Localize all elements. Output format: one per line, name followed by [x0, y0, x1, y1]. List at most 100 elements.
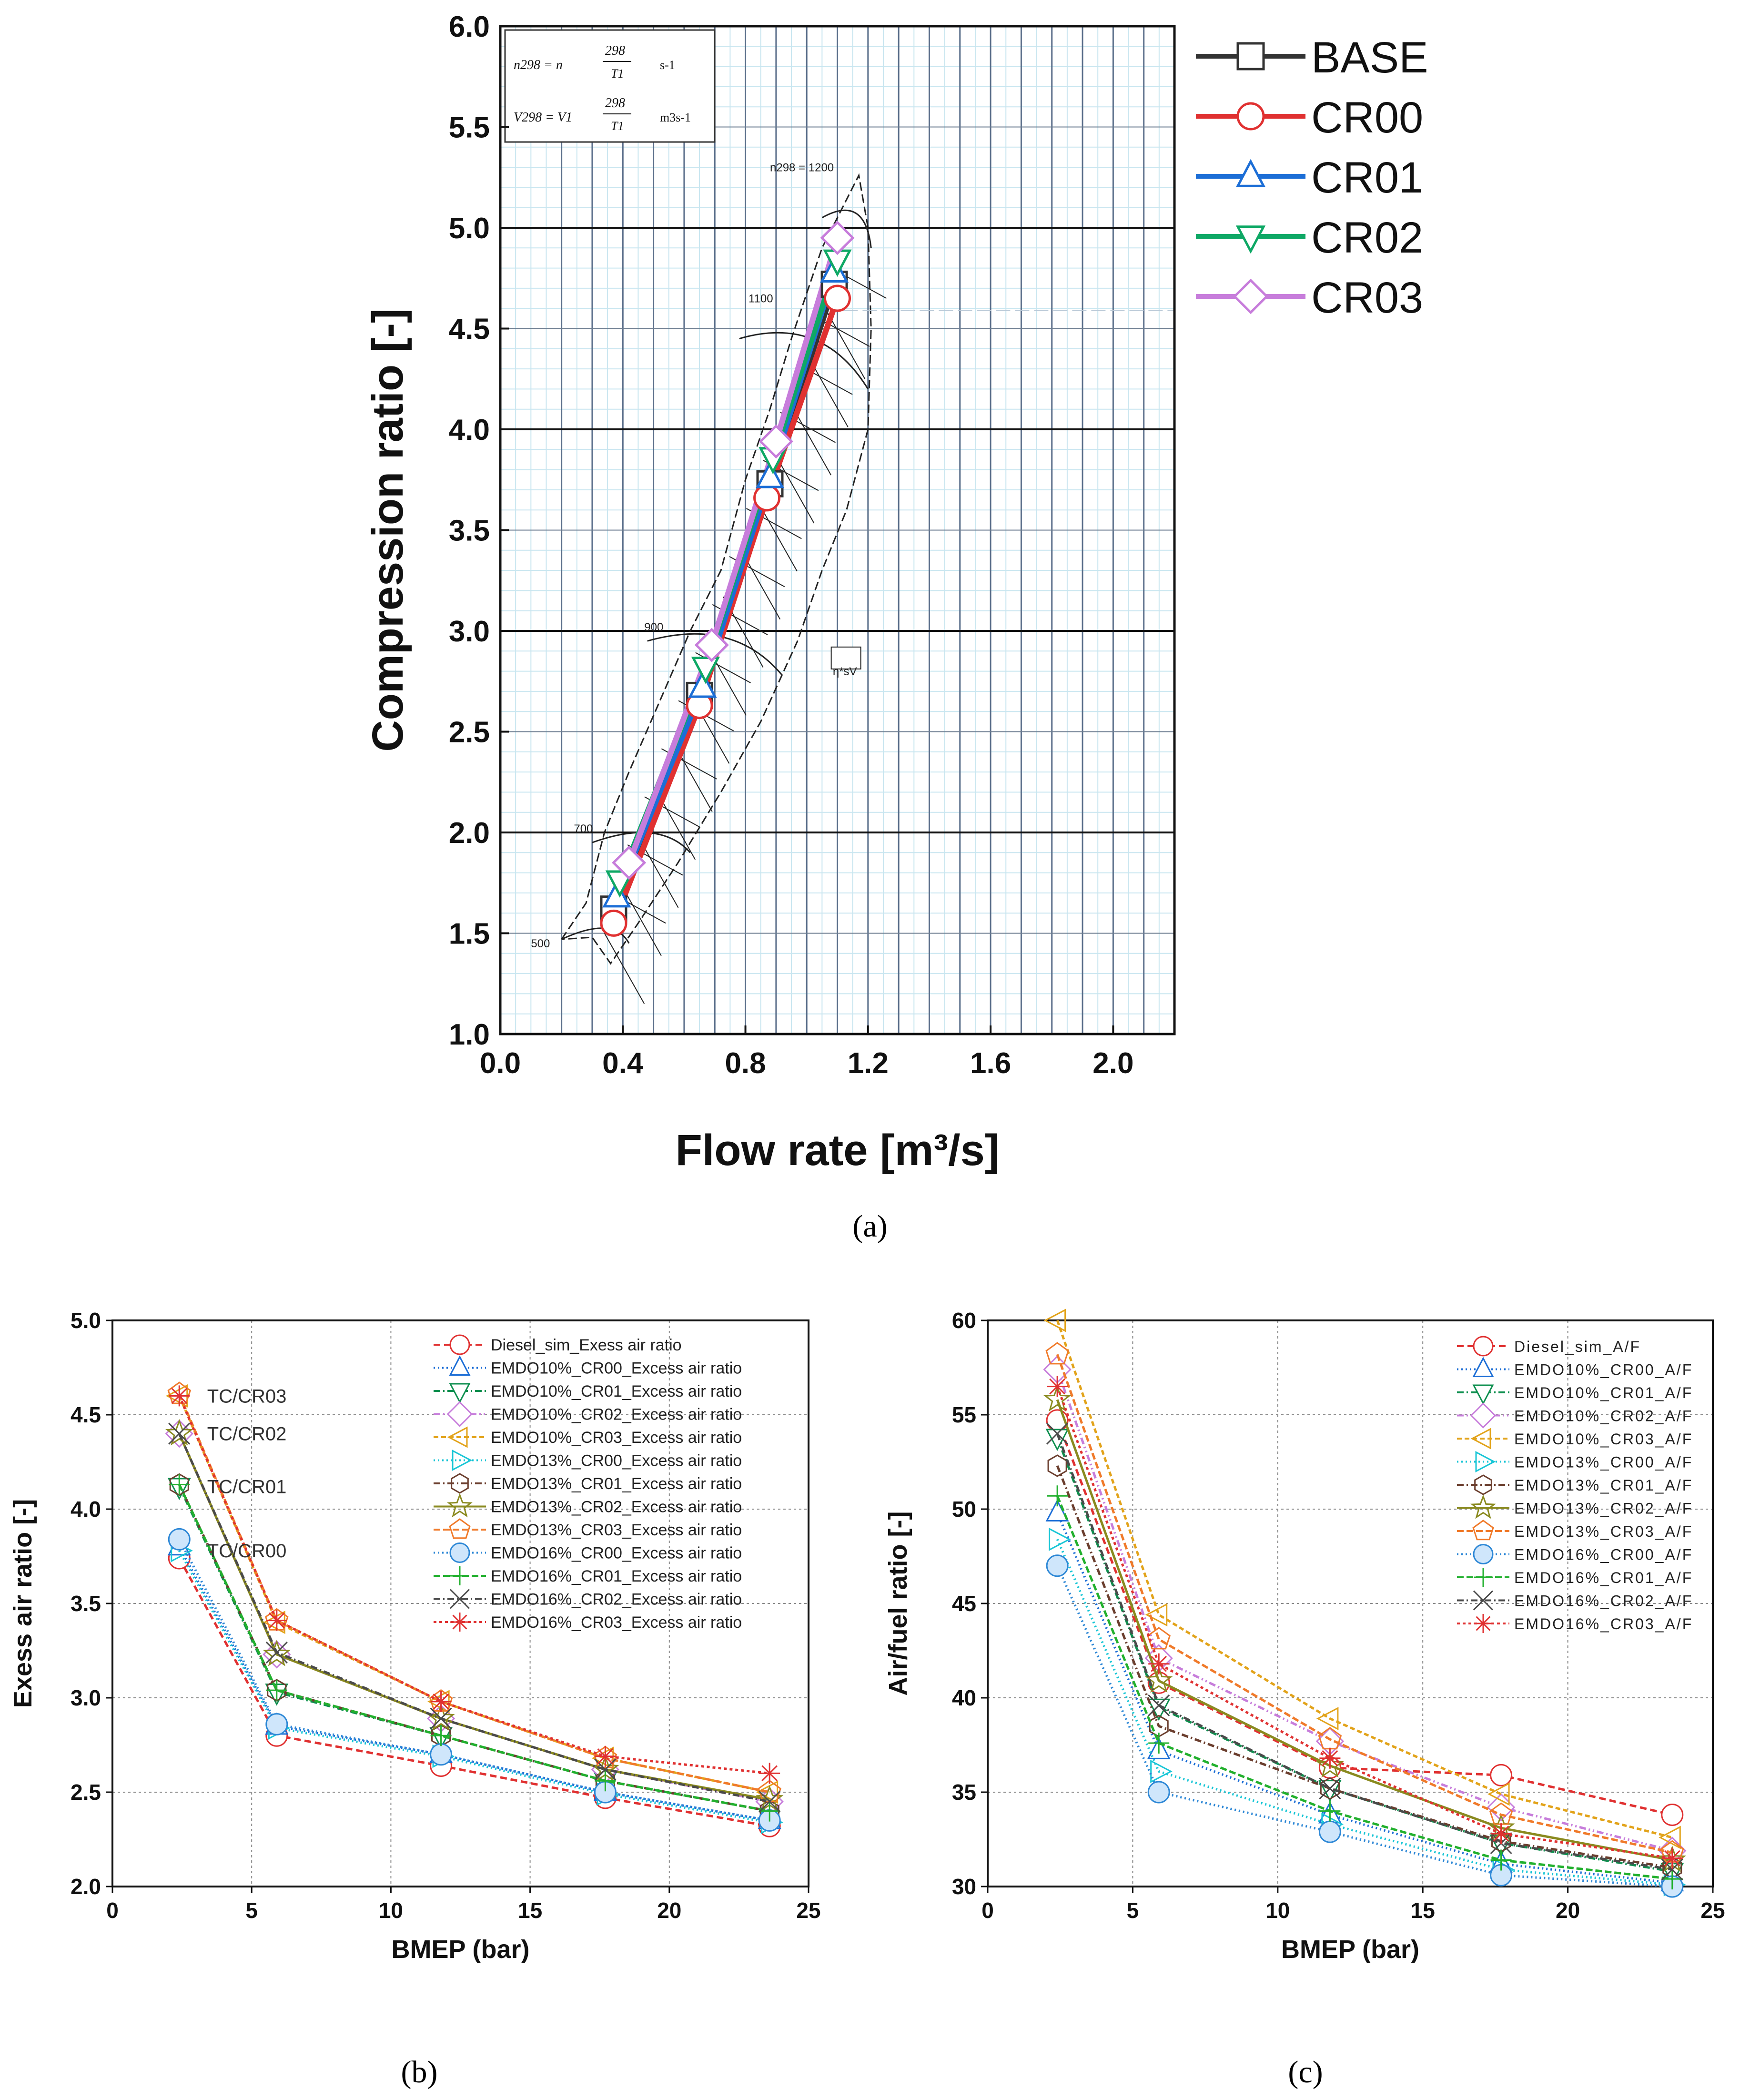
data-point	[1045, 1342, 1069, 1365]
panel-c-air-fuel-chart: 0 5 10 15 20 25 30 35 40 45 50 55 60 BMEP (bar) Air/fu…	[884, 1308, 1725, 1964]
legend-marker	[447, 1426, 468, 1448]
y-tick-label: 55	[952, 1402, 976, 1427]
series-line	[1056, 1369, 1673, 1852]
data-point	[266, 1680, 287, 1701]
tc-annotation: TC/CR02	[207, 1424, 287, 1445]
data-point	[1487, 1782, 1510, 1806]
data-point	[1490, 1849, 1512, 1871]
x-tick-label: 20	[1556, 1898, 1580, 1923]
data-point	[265, 1713, 288, 1735]
panel-label-c: (c)	[1288, 2055, 1323, 2090]
y-tick-label: 4.0	[71, 1497, 101, 1522]
data-point-cr00	[824, 284, 851, 312]
data-point	[1045, 1429, 1069, 1451]
legend-label: CR01	[1311, 153, 1423, 202]
data-point	[1043, 1309, 1066, 1332]
data-point	[1147, 1781, 1170, 1804]
series-line	[1056, 1437, 1673, 1873]
data-point-cr01	[688, 670, 717, 698]
data-point	[756, 1780, 779, 1804]
y-tick-label: 45	[952, 1591, 976, 1616]
legend-marker	[1473, 1336, 1494, 1357]
x-tick-label: 2.0	[1093, 1047, 1133, 1080]
legend-label: EMDO10%_CR00_Excess air ratio	[491, 1359, 742, 1378]
formula2-denominator: T1	[611, 119, 624, 133]
data-point	[1150, 1759, 1173, 1783]
legend-marker	[1470, 1402, 1497, 1429]
legend-label: EMDO16%_CR00_A/F	[1514, 1546, 1693, 1563]
legend-marker	[1235, 159, 1266, 187]
legend-marker	[1474, 1568, 1493, 1587]
data-point	[1046, 1422, 1069, 1445]
legend-marker	[449, 1355, 471, 1376]
panel-a-compressor-map: 500 700 900 1100 n298 = 1200 η*sV n298 = n 298 T…	[364, 10, 1428, 1175]
efficiency-box	[830, 646, 861, 670]
data-point-cr03	[694, 628, 729, 662]
x-tick-label: 5	[1127, 1898, 1139, 1923]
formula1-numerator: 298	[605, 43, 625, 58]
legend-marker	[1474, 1474, 1492, 1495]
y-tick-label: 50	[952, 1497, 976, 1522]
data-point	[169, 1474, 190, 1495]
data-point-cr01	[755, 461, 785, 488]
formula1-lhs: n298 = n	[514, 58, 563, 72]
series-line	[1056, 1354, 1673, 1854]
legend-label: EMDO13%_CR01_Excess air ratio	[491, 1475, 742, 1493]
series-line-cr03	[626, 237, 840, 864]
y-tick-label: 1.5	[449, 918, 490, 951]
legend-label: EMDO10%_CR03_Excess air ratio	[491, 1429, 742, 1447]
formula-box: n298 = n 298 T1 s-1 V298 = V1 298 T1 m3s-1	[504, 29, 716, 143]
legend-label: EMDO13%_CR00_Excess air ratio	[491, 1452, 742, 1470]
map-envelope	[561, 173, 872, 965]
x-tick-label: 25	[796, 1898, 820, 1923]
y-tick-label: 4.0	[449, 414, 490, 446]
formula2-numerator: 298	[605, 96, 625, 111]
x-axis-label-c: BMEP (bar)	[1281, 1935, 1419, 1964]
speed-line	[821, 209, 872, 248]
data-point	[1661, 1804, 1684, 1826]
y-tick-label: 2.0	[71, 1874, 101, 1899]
y-tick-label: 30	[952, 1874, 976, 1899]
legend-marker	[450, 1613, 469, 1632]
legend-marker	[446, 1401, 473, 1427]
legend-label: EMDO10%_CR02_Excess air ratio	[491, 1406, 742, 1424]
data-point	[1049, 1527, 1071, 1551]
data-point	[1487, 1793, 1516, 1822]
series-c	[1047, 1376, 1683, 1869]
series-line	[1056, 1386, 1673, 1860]
x-tick-label: 10	[1265, 1898, 1290, 1923]
legend-marker	[1470, 1428, 1491, 1450]
legend-c: Diesel_sim_A/F EMDO10%_CR00_A/F EMDO10%_CR…	[1457, 1336, 1693, 1633]
legend-marker	[452, 1450, 473, 1471]
x-tick-label: 0.0	[480, 1047, 521, 1080]
data-point	[1316, 1707, 1339, 1731]
x-tick-label: 15	[518, 1898, 542, 1923]
data-point	[168, 1422, 191, 1445]
legend-marker	[1236, 42, 1265, 71]
legend-marker	[449, 1542, 470, 1563]
legend-label: EMDO16%_CR00_Excess air ratio	[491, 1544, 742, 1562]
data-point-cr00	[600, 909, 627, 937]
series-c	[1046, 1554, 1684, 1898]
panel-a-grid	[500, 26, 1175, 1035]
legend-marker	[1235, 225, 1266, 254]
legend-marker	[449, 1589, 470, 1609]
y-tick-label: 35	[952, 1780, 976, 1805]
data-point	[1661, 1868, 1683, 1890]
data-point	[263, 1640, 291, 1666]
data-point-cr02	[605, 870, 634, 898]
data-point	[430, 1707, 452, 1730]
legend-label: EMDO16%_CR02_A/F	[1514, 1593, 1693, 1610]
series-line	[1056, 1512, 1673, 1884]
series-c	[1043, 1309, 1681, 1849]
map-hatch	[621, 885, 662, 956]
data-point	[1661, 1858, 1683, 1881]
legend-label: EMDO16%_CR03_Excess air ratio	[491, 1613, 742, 1632]
data-point	[1661, 1847, 1683, 1869]
markers-cr00	[600, 284, 851, 937]
data-point	[168, 1528, 191, 1551]
data-point	[1047, 1376, 1068, 1397]
data-point	[430, 1743, 453, 1766]
tc-annotation: TC/CR01	[207, 1476, 287, 1497]
y-tick-label: 60	[952, 1308, 976, 1333]
